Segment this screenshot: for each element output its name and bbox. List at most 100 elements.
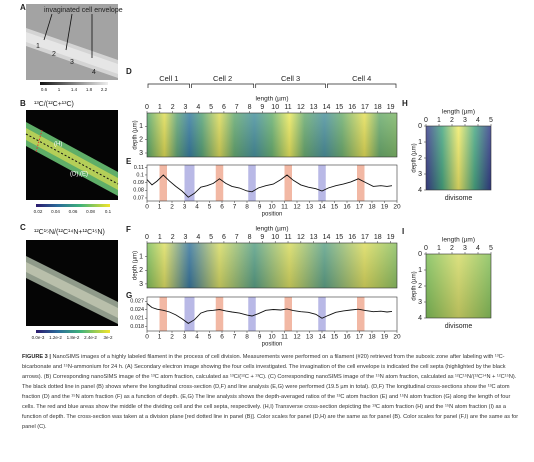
colorbar-label: 3e-2	[103, 335, 113, 340]
y-axis-label: depth (µm)	[133, 120, 139, 149]
x-tick-label: 11	[281, 204, 288, 211]
axes-frame	[146, 112, 398, 158]
y-tick-label: 1	[418, 139, 422, 146]
x-tick-label: 1	[158, 104, 162, 111]
x-tick-label: 6	[222, 104, 226, 111]
x-tick-label: 2	[170, 204, 174, 211]
caption-label: FIGURE 3 |	[22, 354, 51, 360]
heatmap-shade	[147, 243, 397, 288]
x-tick-label: 10	[268, 204, 276, 211]
y-tick-label: 4	[418, 187, 422, 194]
band	[357, 297, 365, 331]
cell-number: 1	[36, 43, 40, 50]
panel-label: G	[126, 291, 132, 300]
caption: FIGURE 3 | NanoSIMS images of a highly l…	[22, 352, 522, 432]
x-axis-label: position	[262, 212, 283, 218]
profile-line	[146, 303, 393, 324]
x-tick-label: 0	[424, 117, 428, 124]
x-tick-label: 9	[260, 104, 264, 111]
x-tick-label: 19	[387, 234, 395, 241]
x-tick-label: 9	[258, 334, 262, 341]
band	[159, 297, 167, 331]
band	[184, 165, 195, 201]
x-tick-label: 4	[476, 117, 480, 124]
y-tick-label: 3	[139, 150, 143, 157]
cell-label: Cell 1	[159, 74, 178, 83]
x-tick-label: 8	[248, 104, 252, 111]
x-tick-label: 6	[220, 204, 224, 211]
x-tick-label: 0	[424, 245, 428, 252]
axes-frame	[146, 242, 398, 289]
arrow	[65, 13, 73, 51]
band	[248, 297, 256, 331]
x-tick-label: 2	[171, 234, 175, 241]
x-tick-label: 15	[335, 234, 343, 241]
colorbar	[40, 82, 108, 85]
x-tick-label: 1	[437, 245, 441, 252]
x-tick-label: 14	[323, 234, 331, 241]
x-tick-label: 8	[245, 334, 249, 341]
x-tick-label: 15	[331, 334, 339, 341]
cell-bracket	[255, 83, 326, 88]
y-tick-label: 3	[418, 171, 422, 178]
x-tick-label: 2	[450, 117, 454, 124]
y-tick-label: 2	[418, 155, 422, 162]
x-tick-label: 16	[343, 204, 351, 211]
y-tick-label: 1	[139, 253, 143, 260]
heatmap-shade	[426, 126, 491, 190]
x-tick-label: 0	[145, 234, 149, 241]
panel-label: I	[402, 227, 404, 236]
colorbar	[36, 204, 110, 207]
x-tick-label: 19	[381, 204, 389, 211]
x-tick-label: 13	[310, 234, 318, 241]
band	[284, 165, 292, 201]
x-tick-label: 1	[158, 234, 162, 241]
y-axis-label: depth (µm)	[412, 271, 418, 300]
x-tick-label: 18	[368, 204, 376, 211]
colorbar-label: 0.6	[41, 87, 48, 92]
x-tick-label: 7	[235, 104, 239, 111]
x-tick-label: 10	[271, 104, 279, 111]
figure: A invaginated cell envelope 1 2 3 4 0.6 1…	[20, 3, 493, 348]
x-tick-label: 16	[348, 104, 356, 111]
y-tick-label: 4	[418, 315, 422, 322]
colorbar-label: 1.8e-2	[67, 335, 80, 340]
cell-label: Cell 2	[213, 74, 232, 83]
colorbar-label: 1.4	[71, 87, 78, 92]
y-tick-label: 3	[139, 281, 143, 288]
x-tick-label: 16	[348, 234, 356, 241]
x-tick-label: 14	[318, 334, 326, 341]
colorbar-label: 0.0e-3	[32, 335, 45, 340]
panel-label: E	[126, 157, 132, 166]
cell-bracket	[147, 83, 190, 88]
x-tick-label: 12	[293, 204, 301, 211]
band	[215, 297, 224, 331]
colorbar-label: 2.4e-2	[84, 335, 97, 340]
x-tick-label: 4	[196, 104, 200, 111]
division-plane	[35, 129, 43, 153]
x-tick-label: 17	[356, 334, 364, 341]
x-tick-label: 5	[489, 245, 493, 252]
arrow	[43, 13, 53, 41]
x-tick-label: 20	[393, 334, 401, 341]
colorbar-labels: 0.02 0.04 0.06 0.08 0.1	[34, 209, 112, 214]
colorbar-labels: 0.6 1 1.4 1.8 2.2	[41, 87, 108, 92]
x-tick-label: 9	[260, 234, 264, 241]
band	[159, 165, 167, 201]
x-axis-label: position	[262, 342, 283, 348]
colorbar-label: 1	[58, 87, 61, 92]
x-tick-label: 0	[145, 204, 149, 211]
caption-text: NanoSIMS images of a highly labeled fila…	[22, 354, 519, 430]
y-tick-label: 0.07	[133, 195, 144, 201]
y-tick-label: 2	[139, 137, 143, 144]
x-tick-label: 14	[318, 204, 326, 211]
x-tick-label: 4	[195, 334, 199, 341]
x-tick-label: 11	[284, 104, 291, 111]
x-tick-label: 3	[184, 104, 188, 111]
x-tick-label: 5	[489, 117, 493, 124]
x-tick-label: 12	[297, 104, 305, 111]
x-tick-label: 20	[393, 204, 401, 211]
x-tick-label: 1	[437, 117, 441, 124]
x-tick-label: 16	[343, 334, 351, 341]
